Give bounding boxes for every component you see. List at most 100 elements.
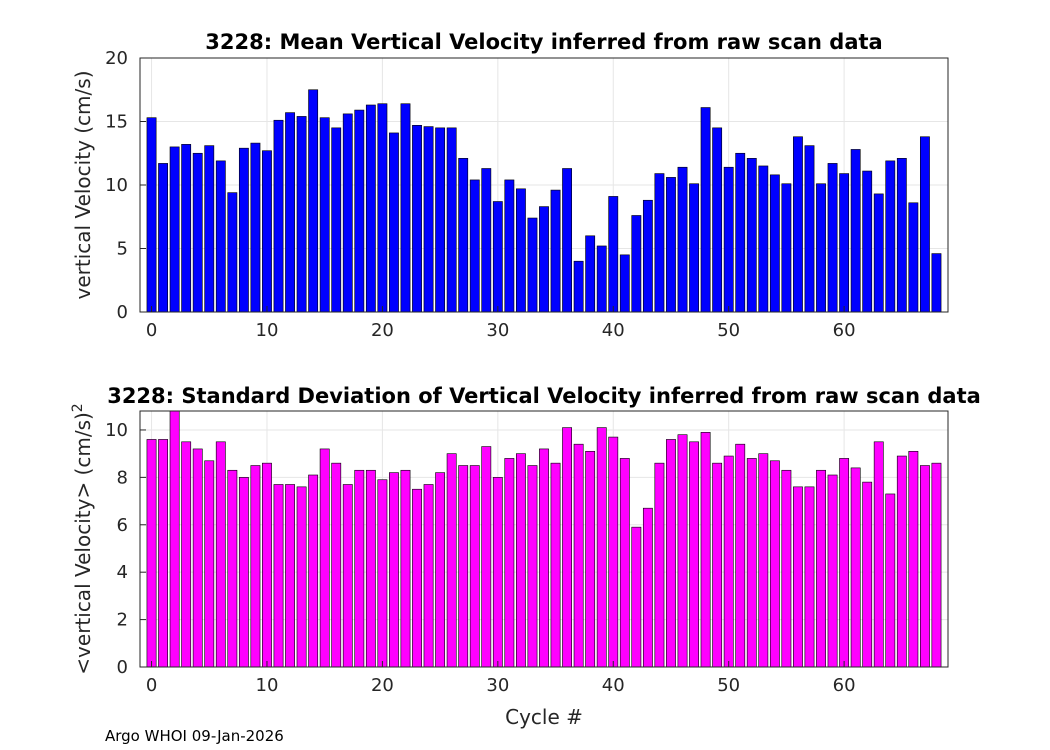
bar xyxy=(850,467,861,668)
bar xyxy=(469,179,480,313)
y-tick-label: 4 xyxy=(117,562,128,583)
bar xyxy=(377,103,388,313)
bar xyxy=(400,469,411,668)
bar xyxy=(400,103,411,313)
bar xyxy=(666,177,676,313)
bar xyxy=(642,199,653,313)
bar xyxy=(169,410,180,668)
chart-title: 3228: Mean Vertical Velocity inferred fr… xyxy=(205,30,882,54)
y-axis-label-text: <vertical Velocity> (cm/s) xyxy=(71,412,95,675)
bar xyxy=(804,486,815,668)
bar xyxy=(885,160,896,313)
bar xyxy=(735,443,746,668)
x-tick-label: 60 xyxy=(833,320,856,341)
x-tick-label: 50 xyxy=(717,320,740,341)
bar xyxy=(365,104,376,313)
bar xyxy=(423,484,434,668)
bar xyxy=(285,484,295,668)
y-tick-label: 10 xyxy=(105,420,128,441)
y-tick-label: 6 xyxy=(117,515,128,536)
bar xyxy=(192,448,203,668)
bar xyxy=(423,126,434,313)
bar xyxy=(504,458,515,668)
bar xyxy=(908,450,919,668)
bar xyxy=(331,462,342,668)
std-velocity-chart: 0 10 20 30 40 50 60 0 2 4 6 8 10 3228: Standard Devi… xyxy=(70,384,981,729)
bar xyxy=(642,507,653,668)
bar xyxy=(585,235,596,313)
y-axis-label: vertical Velocity (cm/s) xyxy=(71,71,95,300)
bar xyxy=(608,436,619,668)
bar xyxy=(238,477,249,668)
bar xyxy=(562,427,572,668)
x-axis-label: Cycle # xyxy=(505,705,583,729)
bar xyxy=(319,117,330,313)
bar xyxy=(712,127,723,313)
y-tick-label: 2 xyxy=(117,610,128,631)
bar xyxy=(215,160,226,313)
x-tick-label: 50 xyxy=(717,675,740,696)
bar xyxy=(746,158,757,313)
bar xyxy=(631,526,642,668)
bar xyxy=(677,166,688,313)
x-tick-label: 30 xyxy=(486,675,509,696)
bar xyxy=(816,469,826,668)
y-axis-label-group: <vertical Velocity> (cm/s)2 xyxy=(70,403,95,674)
bar xyxy=(596,427,607,668)
bar xyxy=(619,254,630,313)
x-tick-label: 20 xyxy=(371,320,394,341)
bar xyxy=(723,166,734,313)
bar xyxy=(342,113,353,313)
y-tick-label: 0 xyxy=(117,657,128,678)
bar xyxy=(666,439,676,668)
bar xyxy=(446,127,457,313)
bar xyxy=(458,158,469,313)
bar xyxy=(435,127,446,313)
bar xyxy=(515,188,526,313)
bar xyxy=(296,116,307,313)
bar xyxy=(146,439,157,668)
bar xyxy=(354,469,365,668)
bar xyxy=(550,189,561,313)
bar xyxy=(273,119,284,313)
bar xyxy=(677,434,688,668)
chart-title: 3228: Standard Deviation of Vertical Vel… xyxy=(107,384,981,408)
bar xyxy=(250,465,261,668)
bar xyxy=(181,441,192,668)
bar xyxy=(227,192,238,313)
bar xyxy=(839,458,850,668)
bar xyxy=(608,196,619,313)
bar xyxy=(931,253,942,313)
bar xyxy=(816,183,826,313)
bar xyxy=(919,465,930,668)
bar xyxy=(308,474,319,668)
bar xyxy=(758,165,769,313)
x-tick-label: 60 xyxy=(833,675,856,696)
bar xyxy=(550,462,561,668)
mean-velocity-chart: 0 10 20 30 40 50 60 0 5 10 15 20 3228: Mean Vertica… xyxy=(71,30,949,341)
bar xyxy=(215,441,226,668)
bar xyxy=(446,453,457,668)
bar xyxy=(342,484,353,668)
bar xyxy=(377,479,388,668)
bar xyxy=(527,465,538,668)
x-tick-label: 30 xyxy=(486,320,509,341)
bar xyxy=(296,486,307,668)
bar xyxy=(412,488,422,668)
bar xyxy=(481,168,492,313)
bar xyxy=(700,432,711,668)
bar xyxy=(469,465,480,668)
y-tick-label: 0 xyxy=(117,302,128,323)
bar xyxy=(262,150,272,313)
y-tick-label: 5 xyxy=(117,239,128,260)
axes-box xyxy=(139,410,949,668)
x-tick-label: 20 xyxy=(371,675,394,696)
bar xyxy=(873,193,884,313)
bar xyxy=(689,441,699,668)
bar xyxy=(781,183,792,313)
bar xyxy=(539,448,549,668)
bar xyxy=(285,112,295,313)
bar xyxy=(158,439,169,668)
bar xyxy=(850,149,861,313)
